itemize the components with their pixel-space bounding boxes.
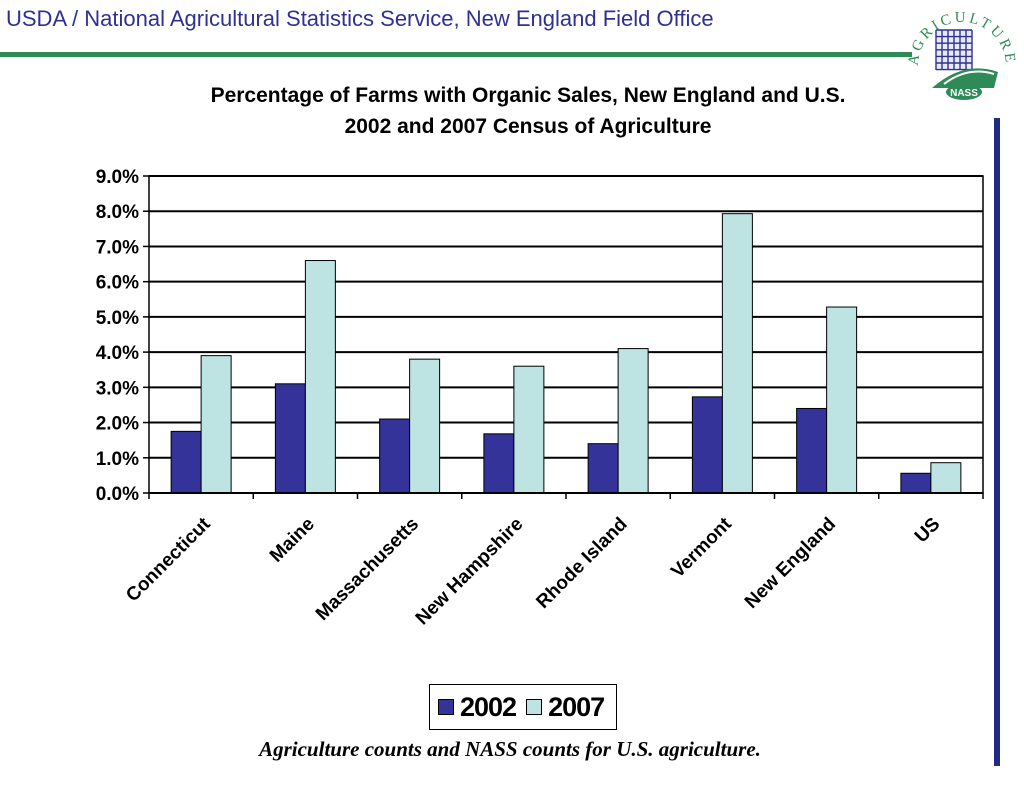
- x-tick-label: Connecticut: [122, 513, 215, 606]
- x-tick-label: US: [911, 514, 945, 548]
- y-tick-label: 4.0%: [96, 343, 139, 364]
- legend-swatch-2007: [526, 699, 543, 715]
- side-divider: [994, 118, 1000, 766]
- chart-title-line-1: Percentage of Farms with Organic Sales, …: [210, 84, 846, 107]
- y-tick-label: 5.0%: [96, 308, 139, 329]
- bar-2002: [900, 472, 932, 494]
- bar-2007: [200, 355, 232, 494]
- chart-legend: 2002 2007: [429, 684, 617, 730]
- header-title: USDA / National Agricultural Statistics …: [6, 6, 714, 31]
- bar-2002: [379, 418, 411, 494]
- bars: [170, 213, 962, 494]
- bar-2002: [691, 396, 723, 494]
- legend-entry-2002: 2002: [438, 691, 517, 723]
- bar-2002: [274, 383, 306, 494]
- y-tick-labels: 0.0% 1.0% 2.0% 3.0% 4.0% 5.0% 6.0% 7.0% 8.0% 9.0%: [96, 167, 139, 505]
- chart-title-line-2: 2002 and 2007 Census of Agriculture: [344, 115, 712, 138]
- y-tick-label: 7.0%: [96, 237, 139, 258]
- header-divider: [0, 52, 912, 57]
- y-tick-label: 0.0%: [96, 484, 139, 505]
- gridlines: [149, 175, 983, 459]
- x-tick-label: Maine: [266, 514, 319, 567]
- logo-badge: NASS: [950, 88, 978, 99]
- bar-2002: [483, 433, 515, 494]
- bar-2002: [796, 407, 828, 494]
- plot-frame: [148, 175, 984, 494]
- bar-2007: [930, 462, 962, 494]
- bar-2007: [617, 348, 649, 494]
- x-tick-label: New England: [741, 514, 840, 613]
- y-tick-label: 2.0%: [96, 414, 139, 435]
- legend-entry-2007: 2007: [526, 691, 605, 723]
- logo-barn-icon: [932, 29, 998, 88]
- bar-2007: [721, 213, 753, 494]
- x-tick-label: Vermont: [667, 513, 736, 582]
- y-tick-label: 8.0%: [96, 202, 139, 223]
- bar-2007: [409, 358, 441, 494]
- bar-2002: [170, 430, 202, 494]
- x-tick-label: Massachusetts: [312, 514, 423, 625]
- bar-2007: [826, 306, 858, 494]
- agriculture-counts-logo: AGRICULTURE COUNTS NASS: [904, 4, 1015, 100]
- y-tick-label: 9.0%: [96, 167, 139, 188]
- y-tick-label: 3.0%: [96, 378, 139, 399]
- x-tick-label: Rhode Island: [532, 514, 631, 613]
- axes: [143, 175, 984, 499]
- legend-swatch-2002: [438, 699, 454, 715]
- y-tick-label: 6.0%: [96, 273, 139, 294]
- chart-title: Percentage of Farms with Organic Sales, …: [0, 80, 1024, 142]
- bar-2007: [513, 365, 545, 494]
- bar-2007: [304, 260, 336, 494]
- bar-2002: [587, 443, 619, 494]
- legend-label-2007: 2007: [548, 691, 605, 722]
- footer-caption: Agriculture counts and NASS counts for U…: [259, 737, 761, 761]
- x-tick-label: New Hampshire: [412, 514, 528, 630]
- legend-label-2002: 2002: [460, 691, 517, 722]
- y-tick-label: 1.0%: [96, 449, 139, 470]
